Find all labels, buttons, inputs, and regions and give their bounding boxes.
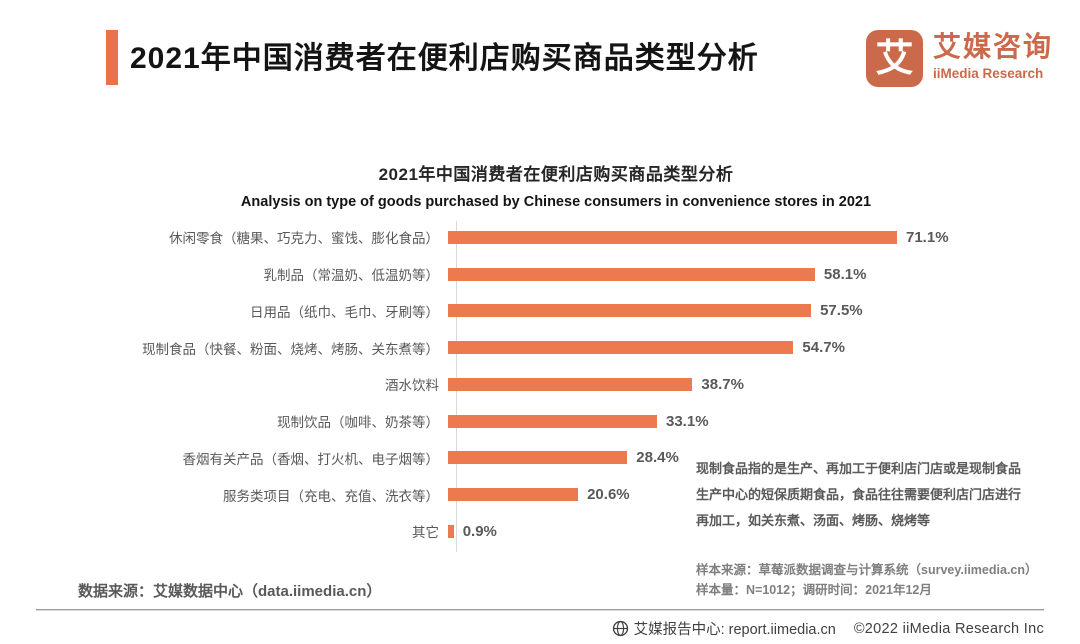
chart-row: 服务类项目（充电、充值、洗衣等） 20.6% bbox=[76, 476, 1036, 513]
page-title: 2021年中国消费者在便利店购买商品类型分析 bbox=[130, 42, 759, 75]
bar-chart: 休闲零食（糖果、巧克力、蜜饯、膨化食品） 71.1% 乳制品（常温奶、低温奶等） 58… bbox=[76, 219, 1036, 550]
globe-icon bbox=[612, 620, 628, 637]
category-label: 日用品（纸巾、毛巾、牙刷等） bbox=[250, 304, 439, 320]
value-label: 0.9% bbox=[462, 522, 497, 540]
chart-title: 2021年中国消费者在便利店购买商品类型分析 bbox=[378, 165, 734, 184]
sample-source-line2: 样本量：N=1012；调研时间：2021年12月 bbox=[696, 583, 932, 597]
sample-source-line1: 样本来源：草莓派数据调查与计算系统（survey.iimedia.cn） bbox=[696, 563, 1038, 577]
value-label: 38.7% bbox=[701, 375, 744, 393]
chart-row: 其它 0.9% bbox=[76, 513, 1036, 550]
bar bbox=[448, 524, 454, 538]
title-accent-bar bbox=[106, 30, 118, 85]
value-label: 57.5% bbox=[820, 302, 863, 320]
bar bbox=[448, 267, 815, 281]
bar bbox=[448, 304, 812, 318]
category-label: 服务类项目（充电、充值、洗衣等） bbox=[223, 488, 439, 504]
chart-row: 酒水饮料 38.7% bbox=[76, 366, 1036, 403]
chart-row: 日用品（纸巾、毛巾、牙刷等） 57.5% bbox=[76, 293, 1036, 330]
logo-icon: 艾 bbox=[866, 30, 923, 87]
bar bbox=[448, 451, 628, 465]
logo-glyph: 艾 bbox=[875, 37, 914, 80]
iimedia-logo: 艾 艾媒咨询 iiMedia Research bbox=[866, 30, 1053, 87]
sample-source: 样本来源：草莓派数据调查与计算系统（survey.iimedia.cn） 样本量… bbox=[696, 560, 1038, 600]
chart-row: 现制饮品（咖啡、奶茶等） 33.1% bbox=[76, 403, 1036, 440]
value-label: 58.1% bbox=[823, 265, 867, 283]
category-label: 香烟有关产品（香烟、打火机、电子烟等） bbox=[182, 451, 440, 467]
category-label: 休闲零食（糖果、巧克力、蜜饯、膨化食品） bbox=[169, 231, 439, 247]
bar bbox=[448, 230, 897, 244]
category-label: 乳制品（常温奶、低温奶等） bbox=[263, 268, 440, 284]
category-label: 现制饮品（咖啡、奶茶等） bbox=[277, 415, 439, 431]
chart-row: 休闲零食（糖果、巧克力、蜜饯、膨化食品） 71.1% bbox=[76, 219, 1036, 256]
annotation-note: 现制食品指的是生产、再加工于便利店门店或是现制食品生产中心的短保质期食品，食品往… bbox=[696, 461, 1022, 528]
chart-row: 乳制品（常温奶、低温奶等） 58.1% bbox=[76, 256, 1036, 293]
chart-row: 香烟有关产品（香烟、打火机、电子烟等） 28.4% bbox=[76, 440, 1036, 477]
chart-subtitle: Analysis on type of goods purchased by C… bbox=[240, 194, 872, 210]
value-label: 33.1% bbox=[666, 412, 709, 430]
footer-report-center: 艾媒报告中心: report.iimedia.cn bbox=[633, 622, 836, 638]
bar bbox=[448, 414, 657, 428]
chart-row: 现制食品（快餐、粉面、烧烤、烤肠、关东煮等） 54.7% bbox=[76, 329, 1036, 366]
logo-brand-cn: 艾媒咨询 bbox=[933, 31, 1054, 62]
category-label: 酒水饮料 bbox=[385, 378, 439, 394]
value-label: 54.7% bbox=[802, 339, 845, 357]
footer-divider bbox=[36, 609, 1044, 611]
bar bbox=[448, 377, 693, 391]
value-label: 20.6% bbox=[587, 486, 630, 504]
bar bbox=[448, 488, 579, 502]
value-label: 28.4% bbox=[636, 449, 679, 467]
logo-brand-en: iiMedia Research bbox=[933, 65, 1044, 81]
value-label: 71.1% bbox=[906, 228, 949, 246]
footer: 艾媒报告中心: report.iimedia.cn ©2022 iiMedia … bbox=[612, 618, 1044, 639]
category-label: 其它 bbox=[412, 525, 439, 541]
bar bbox=[448, 341, 794, 355]
data-source: 数据来源：艾媒数据中心（data.iimedia.cn） bbox=[78, 583, 382, 600]
category-label: 现制食品（快餐、粉面、烧烤、烤肠、关东煮等） bbox=[142, 341, 439, 357]
footer-copyright: ©2022 iiMedia Research Inc bbox=[853, 620, 1044, 637]
